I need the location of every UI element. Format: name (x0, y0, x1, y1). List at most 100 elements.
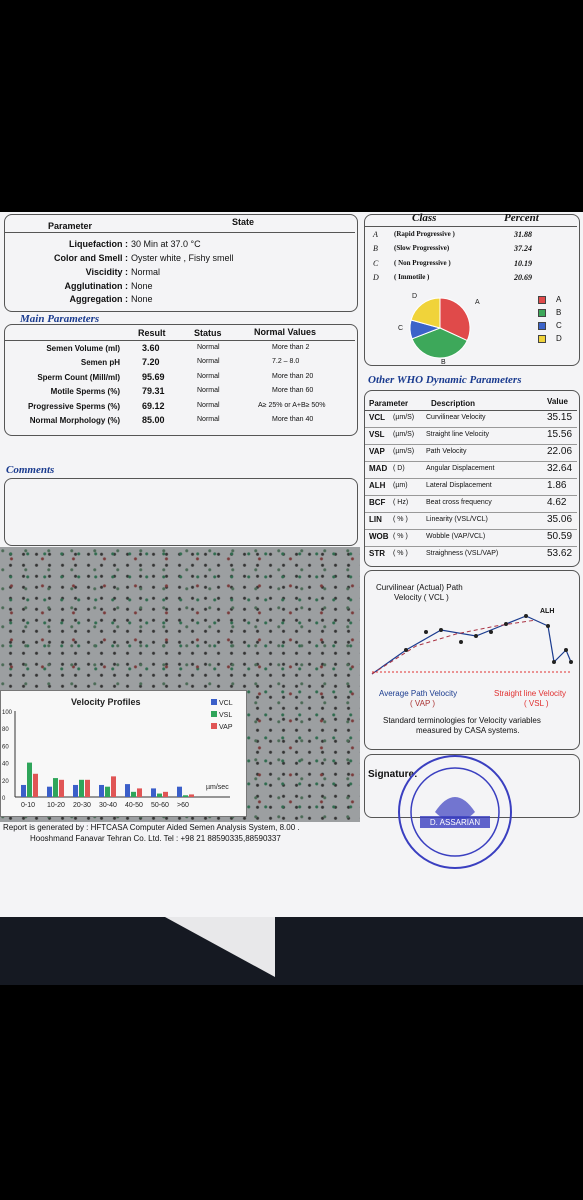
background-surface (0, 917, 583, 985)
physical-row-label: Color and Smell : (53, 253, 128, 263)
who-row-unit: (µm/S) (393, 448, 415, 455)
who-row-unit: (µm/S) (393, 431, 415, 438)
bar-vap-0 (33, 773, 38, 797)
who-row-divider (365, 512, 577, 513)
main-row-normal: 7.2 – 8.0 (272, 358, 300, 365)
class-row-letter: C (373, 259, 379, 268)
legend-label-vsl: VSL (219, 712, 232, 719)
who-row-param: ALH (369, 481, 386, 490)
doctor-stamp-icon: D. ASSARIAN (398, 755, 512, 869)
bar-vap-6 (189, 794, 194, 797)
bar-vap-3 (111, 776, 116, 797)
main-row-label: Motile Sperms (%) (50, 387, 120, 396)
bar-vsl-0 (27, 762, 32, 797)
class-row-percent: 37.24 (514, 244, 532, 253)
main-parameters-box (4, 324, 358, 436)
legend-swatch-vap (211, 723, 217, 729)
velocity-profile-chart: 0-10 10-20 20-30 30-40 40-50 50-60 >60 0 20 40 60 8… (0, 690, 247, 817)
bar-vcl-5 (151, 788, 156, 797)
who-row-description: Wobble (VAP/VCL) (426, 533, 486, 540)
main-row-status: Normal (197, 344, 220, 351)
who-row-value: 50.59 (547, 531, 573, 542)
y-tick-label: 40 (2, 762, 9, 768)
chart-title: Velocity Profiles (71, 697, 141, 707)
note-line2: measured by CASA systems. (416, 726, 520, 735)
main-row-normal: A≥ 25% or A+B≥ 50% (258, 402, 326, 409)
main-parameters-title: Main Parameters (20, 313, 100, 325)
alh-label: ALH (540, 608, 555, 615)
signature-label: Signature: (368, 769, 418, 780)
bar-vsl-2 (79, 779, 84, 797)
x-tick-label: 40-50 (125, 802, 143, 809)
class-row-letter: D (373, 273, 379, 282)
velocity-path-diagram (371, 614, 573, 675)
who-row-unit: ( D) (393, 465, 405, 472)
bar-vcl-4 (125, 784, 130, 797)
class-row-percent: 31.88 (514, 230, 532, 239)
vap-abbr: ( VAP ) (410, 699, 436, 708)
bar-vsl-5 (157, 793, 162, 797)
who-row-value: 35.06 (547, 514, 573, 525)
physical-header-parameter: Parameter (48, 221, 93, 231)
legend-label: D (556, 334, 562, 343)
who-row-unit: ( % ) (393, 550, 408, 557)
physical-row-value: Normal (131, 267, 161, 277)
main-row-result: 3.60 (142, 343, 160, 353)
physical-row-value: 30 Min at 37.0 °C (131, 239, 201, 249)
who-row-value: 4.62 (547, 497, 567, 508)
class-row-name: ( Non Progressive ) (394, 259, 451, 267)
main-row-status: Normal (197, 358, 220, 365)
who-title: Other WHO Dynamic Parameters (368, 374, 522, 386)
legend-swatch (538, 335, 546, 343)
class-row-name: (Rapid Progressive ) (394, 230, 455, 238)
main-row-label: Semen Volume (ml) (46, 344, 120, 353)
vcl-title-line2: Velocity ( VCL ) (394, 593, 449, 602)
pie-label-a: A (475, 299, 480, 306)
physical-row-value: None (131, 281, 153, 291)
who-row-param: BCF (369, 498, 386, 507)
legend-label: B (556, 308, 562, 317)
main-row-status: Normal (197, 387, 220, 394)
x-tick-label: 0-10 (21, 802, 35, 809)
who-row-description: Curvilinear Velocity (426, 414, 486, 421)
class-box (364, 214, 580, 366)
who-row-description: Beat cross frequency (426, 499, 492, 506)
main-row-result: 79.31 (142, 386, 165, 396)
main-row-result: 69.12 (142, 401, 165, 411)
main-row-result: 95.69 (142, 372, 165, 382)
who-row-divider (365, 495, 577, 496)
main-row-label: Semen pH (80, 358, 120, 367)
physical-row-label: Aggregation : (69, 294, 129, 304)
main-row-normal: More than 40 (272, 416, 314, 423)
bar-vcl-1 (47, 786, 52, 797)
main-row-normal: More than 60 (272, 387, 314, 394)
velocity-profile-svg: 0-10 10-20 20-30 30-40 40-50 50-60 >60 0 20 40 60 8… (2, 697, 233, 809)
who-header-value: Value (547, 397, 568, 406)
who-row-unit: ( Hz) (393, 499, 409, 506)
legend-swatch (538, 309, 546, 317)
comments-box (4, 478, 358, 546)
main-row-label: Normal Morphology (%) (29, 416, 120, 425)
who-row-unit: (µm/S) (393, 414, 415, 421)
legend-label: A (556, 295, 562, 304)
legend-swatch (538, 322, 546, 330)
main-header-result: Result (138, 328, 166, 338)
physical-row-value: None (131, 294, 153, 304)
who-header-description: Description (431, 399, 476, 408)
bar-vap-2 (85, 779, 90, 797)
pie-slice-a (439, 297, 471, 342)
who-row-unit: ( % ) (393, 516, 408, 523)
y-tick-label: 80 (2, 727, 9, 733)
who-row-param: STR (369, 549, 385, 558)
main-header-normal: Normal Values (254, 327, 317, 337)
percent-header: Percent (504, 212, 539, 224)
x-tick-label: 50-60 (151, 802, 169, 809)
who-row-divider (365, 444, 577, 445)
legend-label-vap: VAP (219, 724, 233, 731)
legend-label-vcl: VCL (219, 700, 233, 707)
vsl-abbr: ( VSL ) (524, 699, 549, 708)
legend-swatch-vsl (211, 711, 217, 717)
vcl-title-line1: Curvilinear (Actual) Path (376, 583, 463, 592)
motility-pie-chart: D A C (398, 293, 480, 359)
class-row-name: (Slow Progressive) (394, 244, 450, 252)
